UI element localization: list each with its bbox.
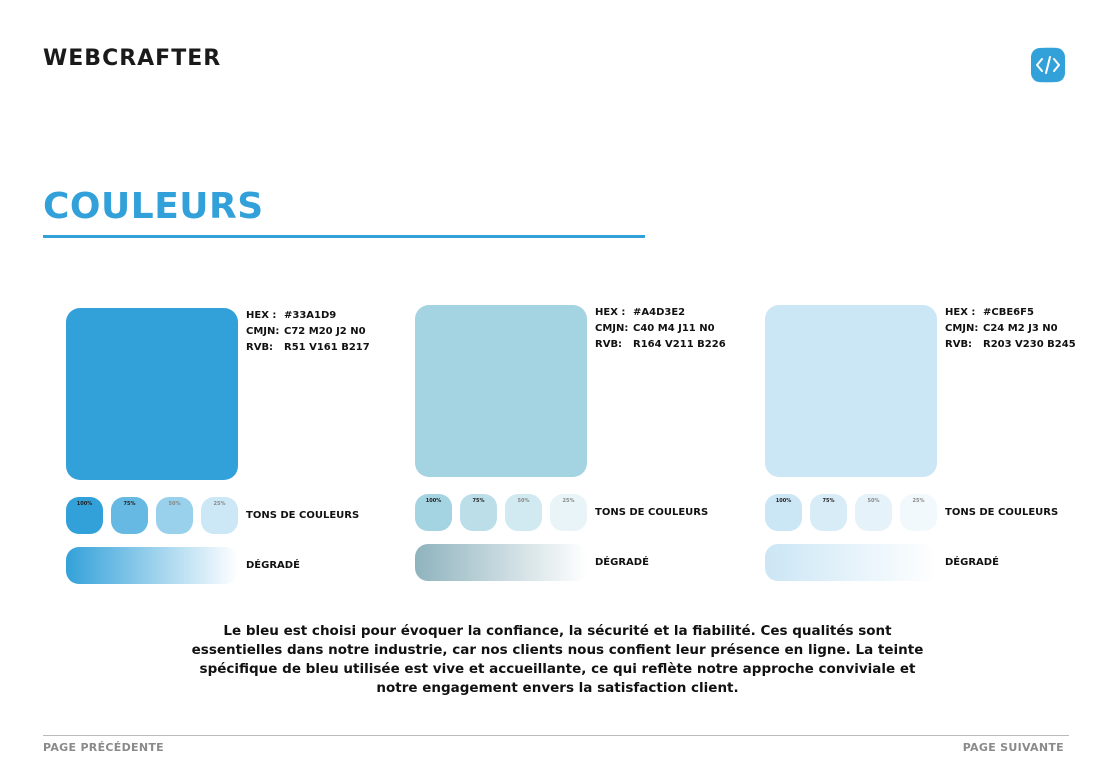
- tone-75: 75%: [111, 497, 148, 534]
- tone-75: 75%: [810, 494, 847, 531]
- tone-25: 25%: [201, 497, 238, 534]
- title-underline: [43, 235, 645, 238]
- page-title: COULEURS: [43, 186, 264, 227]
- rvb-label: RVB:: [945, 339, 973, 350]
- tone-100: 100%: [66, 497, 103, 534]
- color-swatch: [66, 308, 238, 480]
- gradient-label: DÉGRADÉ: [945, 557, 999, 568]
- rvb-label: RVB:: [246, 342, 274, 353]
- previous-page-link[interactable]: PAGE PRÉCÉDENTE: [43, 741, 164, 754]
- color-tones: 100% 75% 50% 25%: [66, 497, 238, 534]
- cmjn-label: CMJN:: [595, 323, 629, 334]
- rvb-value: R164 V211 B226: [633, 339, 726, 350]
- tones-label: TONS DE COULEURS: [246, 510, 360, 521]
- tones-label: TONS DE COULEURS: [945, 507, 1059, 518]
- color-tones: 100% 75% 50% 25%: [415, 494, 587, 531]
- hex-label: HEX :: [595, 307, 626, 318]
- color-card-secondary: HEX : #A4D3E2 CMJN: C40 M4 J11 N0 RVB: R164…: [415, 305, 745, 605]
- gradient-bar: [415, 544, 587, 581]
- tone-100: 100%: [415, 494, 452, 531]
- color-swatch: [415, 305, 587, 477]
- gradient-label: DÉGRADÉ: [246, 560, 300, 571]
- brand-name: WEBCRAFTER: [43, 46, 222, 71]
- hex-label: HEX :: [246, 310, 277, 321]
- color-swatch: [765, 305, 937, 477]
- cmjn-value: C24 M2 J3 N0: [983, 323, 1058, 334]
- color-specs: HEX : #A4D3E2 CMJN: C40 M4 J11 N0 RVB: R164…: [595, 305, 726, 353]
- rvb-label: RVB:: [595, 339, 623, 350]
- color-card-primary: HEX : #33A1D9 CMJN: C72 M20 J2 N0 RVB: R51 …: [66, 308, 396, 608]
- color-specs: HEX : #CBE6F5 CMJN: C24 M2 J3 N0 RVB: R203 …: [945, 305, 1076, 353]
- color-specs: HEX : #33A1D9 CMJN: C72 M20 J2 N0 RVB: R51 …: [246, 308, 370, 356]
- tone-25: 25%: [900, 494, 937, 531]
- tone-50: 50%: [505, 494, 542, 531]
- gradient-bar: [66, 547, 238, 584]
- rvb-value: R51 V161 B217: [284, 342, 370, 353]
- description-paragraph: Le bleu est choisi pour évoquer la confi…: [191, 623, 924, 696]
- tone-100: 100%: [765, 494, 802, 531]
- tone-75: 75%: [460, 494, 497, 531]
- cmjn-label: CMJN:: [246, 326, 280, 337]
- tone-50: 50%: [855, 494, 892, 531]
- hex-label: HEX :: [945, 307, 976, 318]
- hex-value: #33A1D9: [284, 310, 337, 321]
- hex-value: #CBE6F5: [983, 307, 1034, 318]
- cmjn-value: C72 M20 J2 N0: [284, 326, 366, 337]
- gradient-label: DÉGRADÉ: [595, 557, 649, 568]
- tone-25: 25%: [550, 494, 587, 531]
- tones-label: TONS DE COULEURS: [595, 507, 709, 518]
- gradient-bar: [765, 544, 937, 581]
- rvb-value: R203 V230 B245: [983, 339, 1076, 350]
- hex-value: #A4D3E2: [633, 307, 686, 318]
- color-tones: 100% 75% 50% 25%: [765, 494, 937, 531]
- next-page-link[interactable]: PAGE SUIVANTE: [962, 741, 1064, 754]
- footer-divider: [43, 735, 1069, 736]
- cmjn-value: C40 M4 J11 N0: [633, 323, 715, 334]
- cmjn-label: CMJN:: [945, 323, 979, 334]
- tone-50: 50%: [156, 497, 193, 534]
- color-card-tertiary: HEX : #CBE6F5 CMJN: C24 M2 J3 N0 RVB: R203 …: [765, 305, 1095, 605]
- code-brackets-icon: [1028, 44, 1068, 86]
